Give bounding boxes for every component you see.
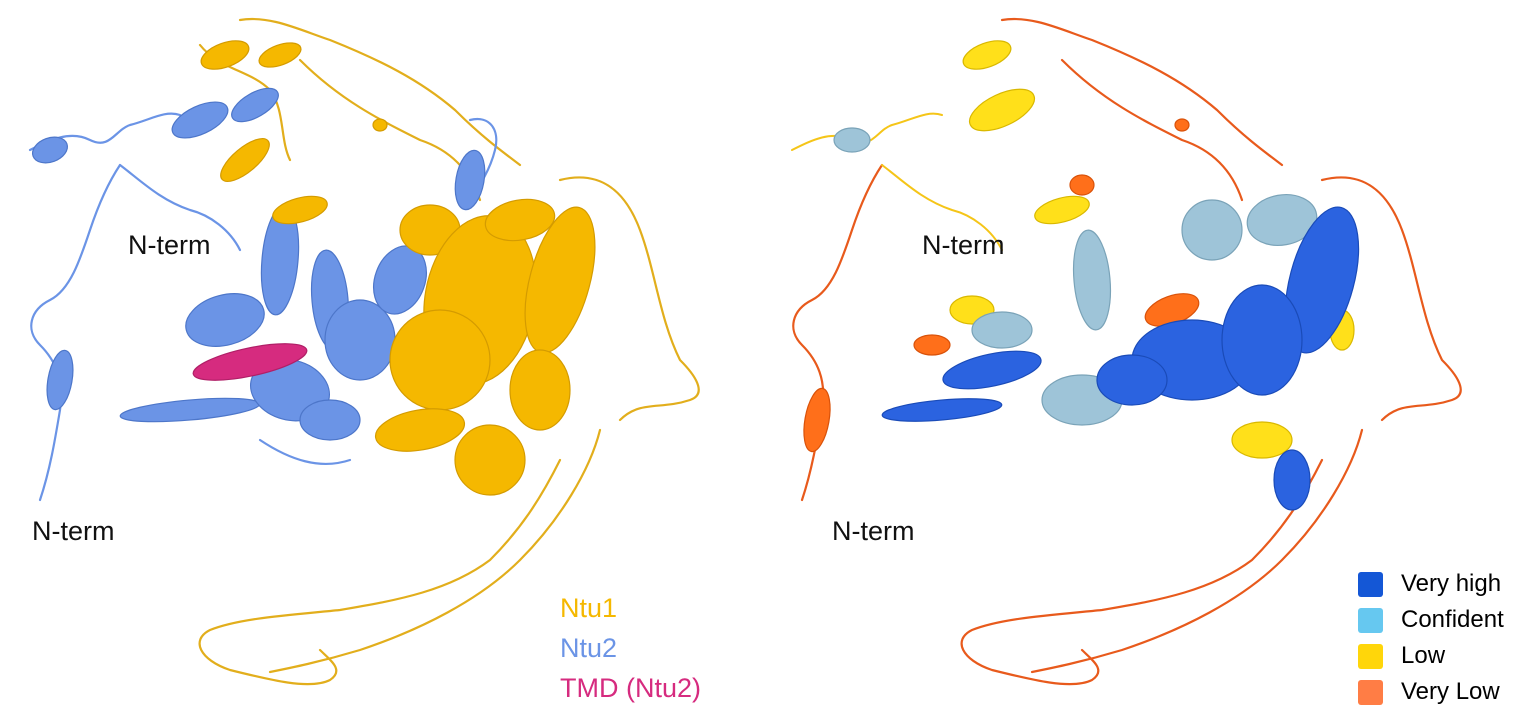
nterm-label-lower: N-term: [32, 516, 115, 546]
protein-structure-confidence: [791, 17, 1462, 686]
legend-ntu2: Ntu2: [560, 633, 618, 663]
nterm-label-lower: N-term: [832, 516, 915, 546]
legend-confident-label: Confident: [1401, 606, 1504, 633]
low-swatch: [1358, 643, 1383, 669]
legend-low: Low: [1358, 638, 1504, 674]
nterm-label-upper: N-term: [922, 230, 1005, 260]
very-high-swatch: [1358, 571, 1383, 597]
chain-colored-structure-panel: N-term N-term Ntu1 Ntu2 TMD (Ntu2): [0, 0, 761, 712]
very-low-swatch: [1358, 679, 1383, 705]
legend-low-label: Low: [1401, 642, 1446, 669]
legend-ntu1: Ntu1: [560, 593, 618, 623]
legend-very-high: Very high: [1358, 566, 1504, 602]
legend-confident: Confident: [1358, 602, 1504, 638]
legend-very-high-label: Very high: [1401, 570, 1502, 597]
chain-legend: Ntu1 Ntu2 TMD (Ntu2): [560, 588, 701, 708]
confidence-colored-structure-panel: N-term N-term Very high Confident Low Ve…: [762, 0, 1523, 712]
legend-very-low-label: Very Low: [1401, 678, 1500, 705]
legend-very-low: Very Low: [1358, 674, 1504, 710]
confident-swatch: [1358, 607, 1383, 633]
confidence-legend: Very high Confident Low Very Low: [1358, 566, 1504, 710]
legend-tmd-ntu2: TMD (Ntu2): [560, 673, 701, 703]
protein-structure-ntu1-ntu2: [28, 17, 700, 686]
nterm-label-upper: N-term: [128, 230, 211, 260]
